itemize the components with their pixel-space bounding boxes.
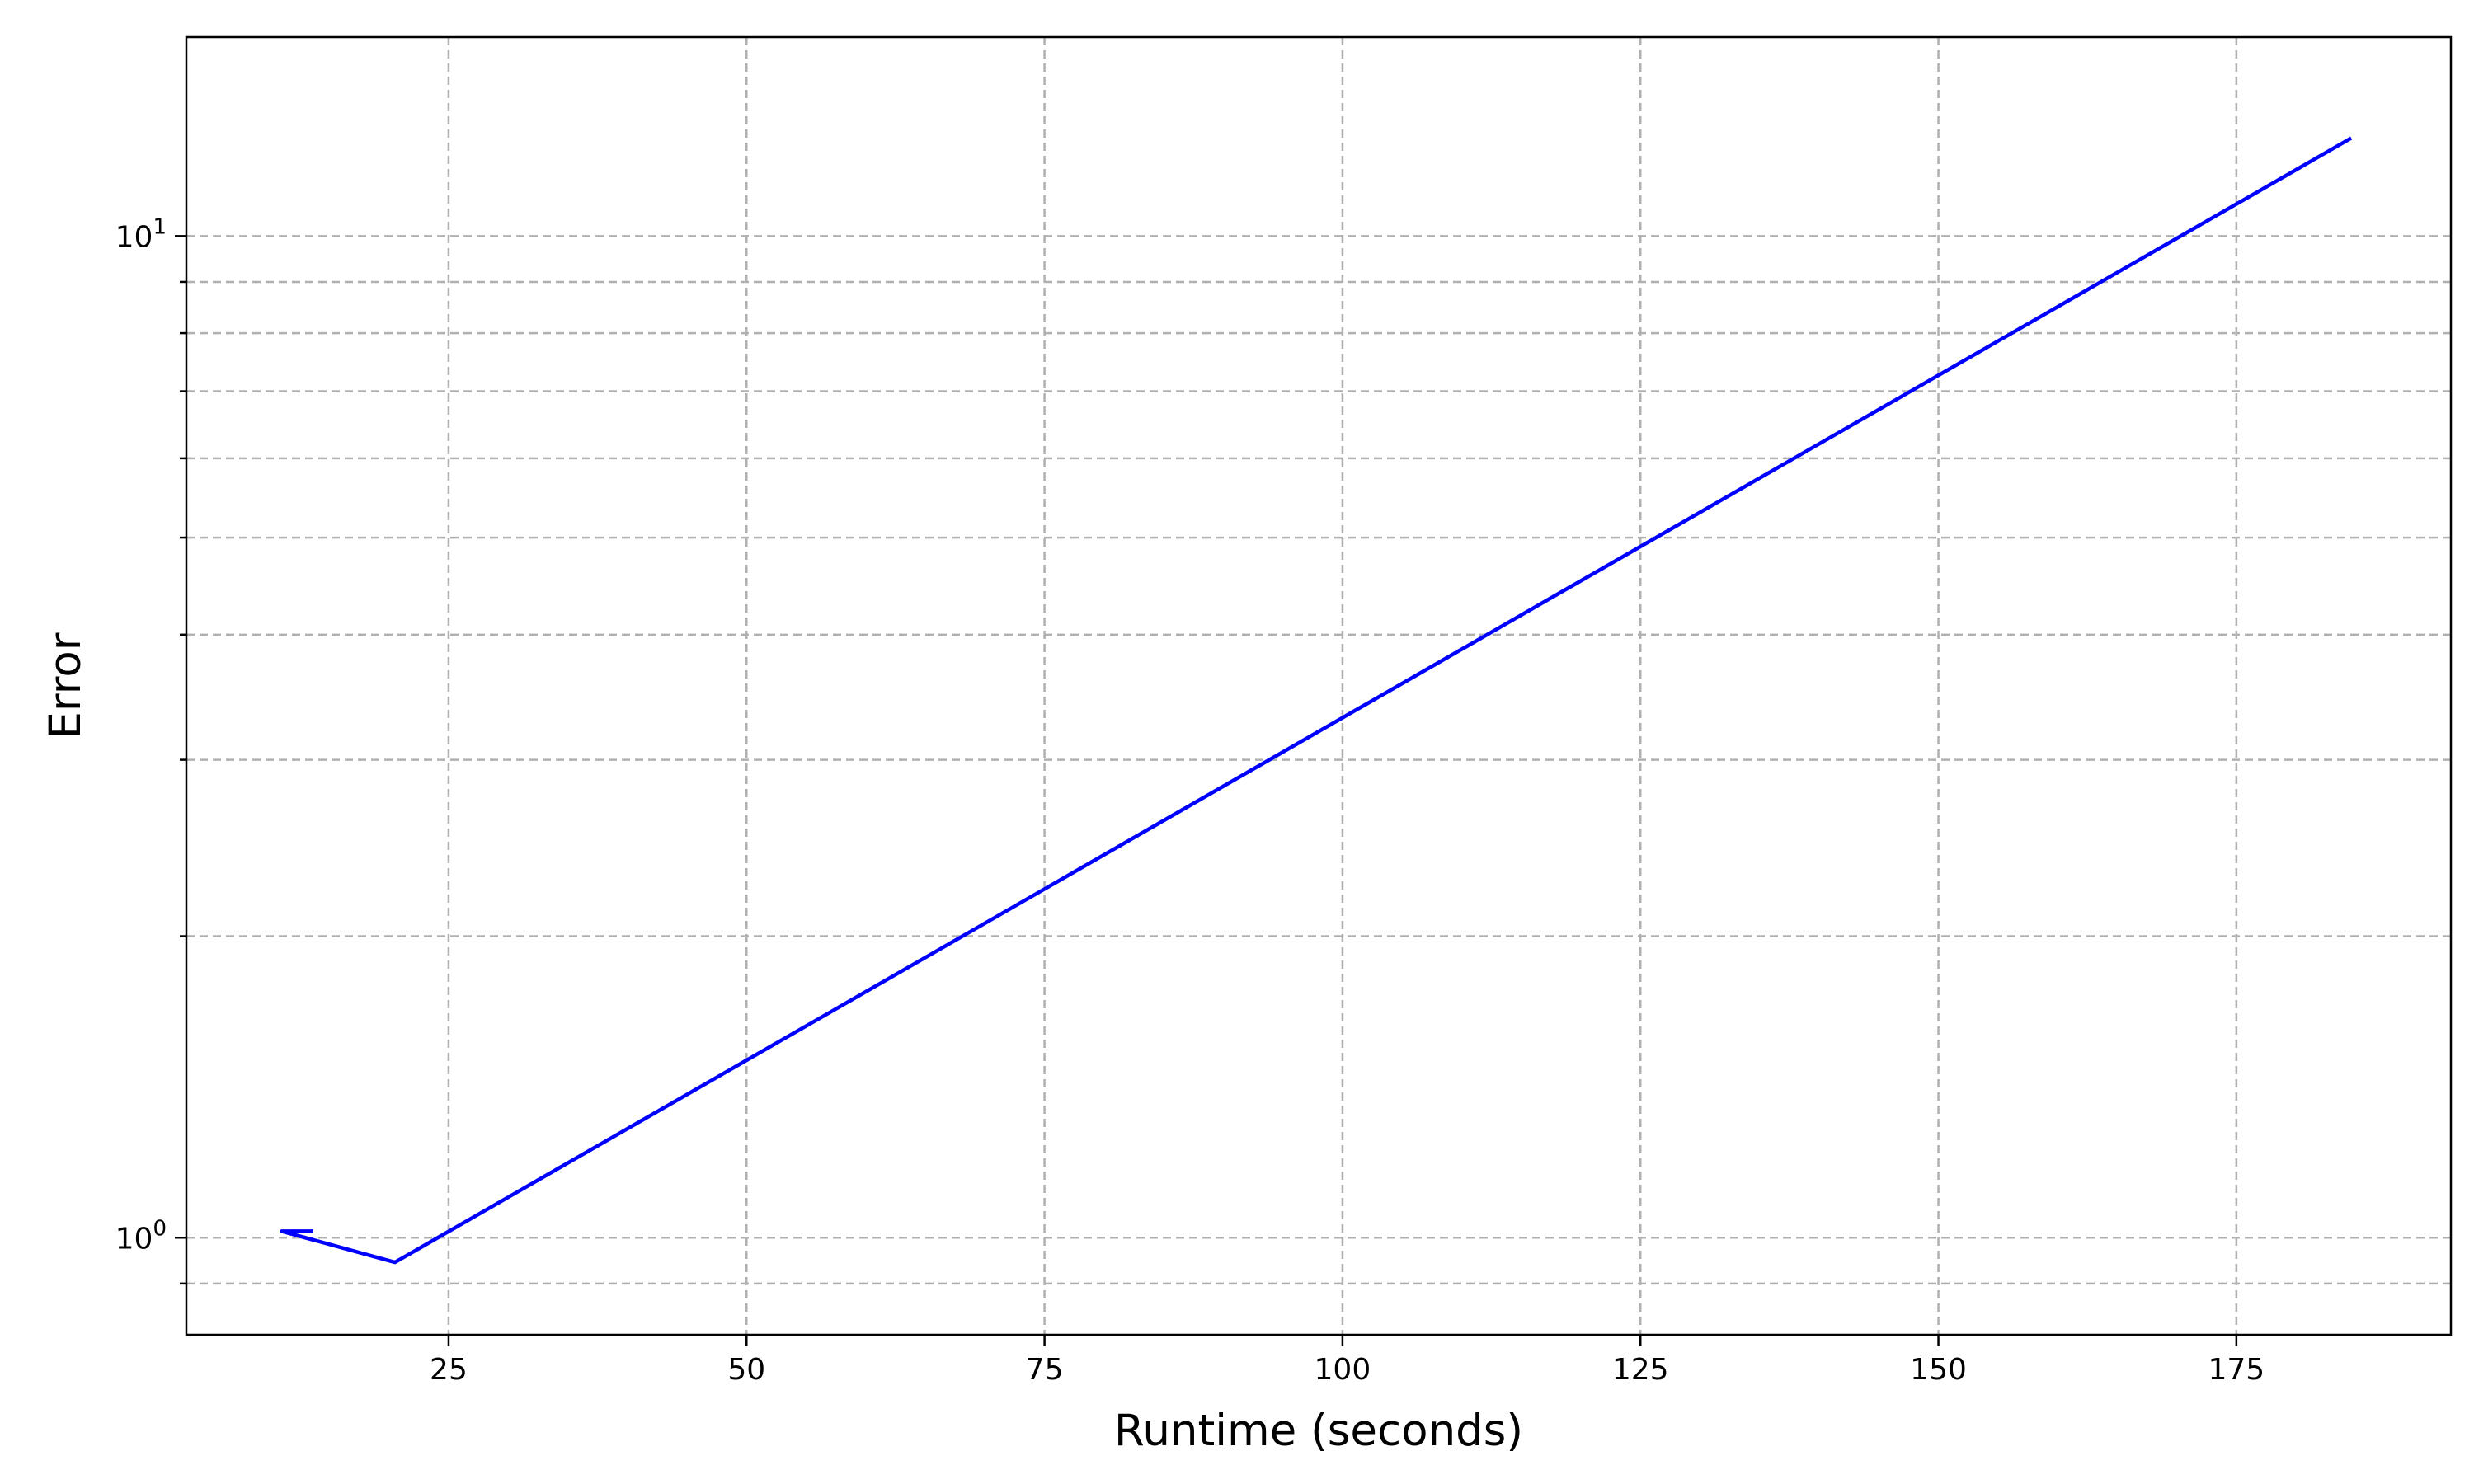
x-tick-label: 75	[1026, 1353, 1064, 1387]
x-tick-label: 100	[1315, 1353, 1371, 1387]
series-line-0	[280, 136, 2353, 1265]
x-tick-label: 50	[727, 1353, 765, 1387]
y-axis-label: Error	[40, 632, 91, 739]
y-tick-label: 100	[115, 1216, 167, 1256]
x-axis-label: Runtime (seconds)	[1114, 1406, 1523, 1456]
y-tick-label: 101	[115, 214, 167, 254]
x-tick-label: 175	[2208, 1353, 2265, 1387]
series-layer	[280, 136, 2353, 1265]
x-tick-label: 125	[1612, 1353, 1669, 1387]
plot-frame	[185, 35, 2453, 1336]
grid-layer	[186, 37, 2451, 1335]
x-tick-label: 150	[1910, 1353, 1967, 1387]
tick-layer: 25 50 75 100 125 150 175 100 101	[115, 214, 2265, 1387]
x-tick-label: 25	[430, 1353, 468, 1387]
